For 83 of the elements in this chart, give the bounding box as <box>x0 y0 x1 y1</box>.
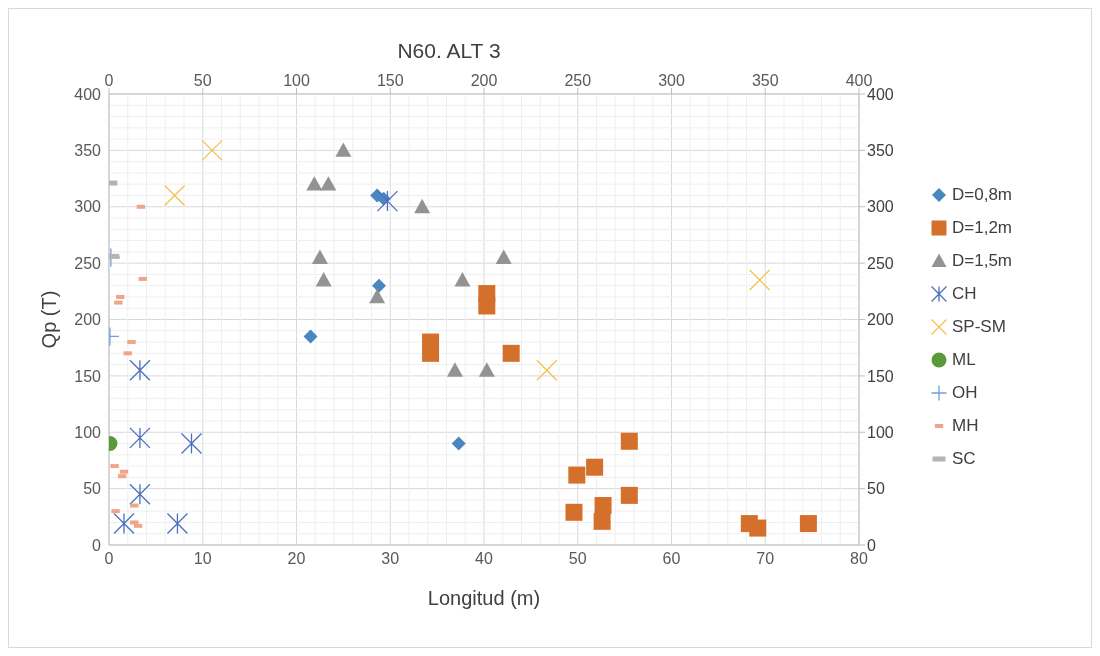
point <box>129 427 151 449</box>
y2-tick-label: 300 <box>867 198 894 216</box>
y2-tick-label: 50 <box>867 480 885 498</box>
point <box>335 142 352 157</box>
point <box>454 272 471 287</box>
x-tick-label: 70 <box>756 550 775 568</box>
x-tick-label: 50 <box>568 550 587 568</box>
point <box>303 329 318 344</box>
legend-label: CH <box>952 284 977 304</box>
x-tick-label: 10 <box>193 550 212 568</box>
x2-tick-label: 0 <box>104 72 114 89</box>
point <box>369 288 386 304</box>
legend-label: SC <box>952 449 976 469</box>
point <box>320 176 337 191</box>
point <box>568 466 586 484</box>
y2-tick-label: 200 <box>867 311 894 329</box>
point <box>180 432 203 455</box>
x-tick-label: 60 <box>662 550 681 568</box>
point <box>478 297 496 315</box>
point <box>749 519 767 537</box>
y2-tick-label: 150 <box>867 367 894 385</box>
x-tick-label: 0 <box>104 550 114 568</box>
point <box>593 512 611 530</box>
y-tick-label: 0 <box>92 536 102 554</box>
y-tick-label: 350 <box>74 142 102 160</box>
legend-label: D=1,5m <box>952 251 1012 271</box>
y-tick-label: 250 <box>74 254 102 272</box>
point <box>372 278 386 293</box>
y-tick-label: 50 <box>83 480 102 498</box>
x2-tick-label: 150 <box>376 72 404 89</box>
y2-tick-label: 350 <box>867 142 894 160</box>
legend-label: D=1,2m <box>952 218 1012 238</box>
x-tick-label: 40 <box>475 550 493 568</box>
point <box>495 249 512 264</box>
legend-label: SP-SM <box>952 317 1006 337</box>
point <box>799 515 817 533</box>
point <box>478 362 495 377</box>
legend-label: MH <box>952 416 979 436</box>
x2-tick-label: 200 <box>470 72 498 89</box>
point <box>315 272 332 287</box>
point <box>502 344 520 362</box>
x-tick-label: 80 <box>850 550 868 568</box>
legend-label: D=0,8m <box>952 185 1012 205</box>
x2-tick-label: 50 <box>193 72 212 89</box>
point <box>536 359 558 381</box>
point <box>748 269 771 291</box>
y2-tick-label: 250 <box>867 254 894 272</box>
y-axis-title: Qp (T) <box>38 290 61 349</box>
y2-tick-label: 100 <box>867 423 894 441</box>
point <box>201 139 223 162</box>
x2-tick-label: 100 <box>283 72 310 89</box>
point <box>451 436 466 451</box>
point <box>129 483 151 505</box>
y-tick-label: 100 <box>74 423 102 441</box>
y-tick-label: 200 <box>74 311 102 329</box>
y2-tick-label: 0 <box>867 536 876 554</box>
point <box>129 359 151 381</box>
x-tick-label: 20 <box>287 550 306 568</box>
y-tick-label: 300 <box>74 198 102 216</box>
point <box>376 190 399 212</box>
x2-tick-label: 300 <box>658 72 685 89</box>
point <box>594 497 612 515</box>
legend-label: OH <box>952 383 978 403</box>
point <box>422 344 440 362</box>
point <box>620 486 638 504</box>
x-tick-label: 30 <box>381 550 400 568</box>
point <box>620 432 638 450</box>
point <box>306 176 323 191</box>
point <box>446 362 463 377</box>
point <box>163 184 186 207</box>
legend-label: ML <box>952 350 976 370</box>
point <box>311 249 328 264</box>
y-tick-label: 150 <box>74 367 102 385</box>
point <box>586 458 604 476</box>
y-tick-label: 400 <box>74 85 102 103</box>
x-axis-title: Longitud (m) <box>427 587 541 609</box>
point <box>113 512 135 535</box>
x2-tick-label: 350 <box>751 72 779 89</box>
chart-title: N60. ALT 3 <box>396 39 502 63</box>
point <box>166 512 189 535</box>
point <box>414 198 431 214</box>
x2-tick-label: 250 <box>564 72 592 89</box>
point <box>565 503 583 521</box>
